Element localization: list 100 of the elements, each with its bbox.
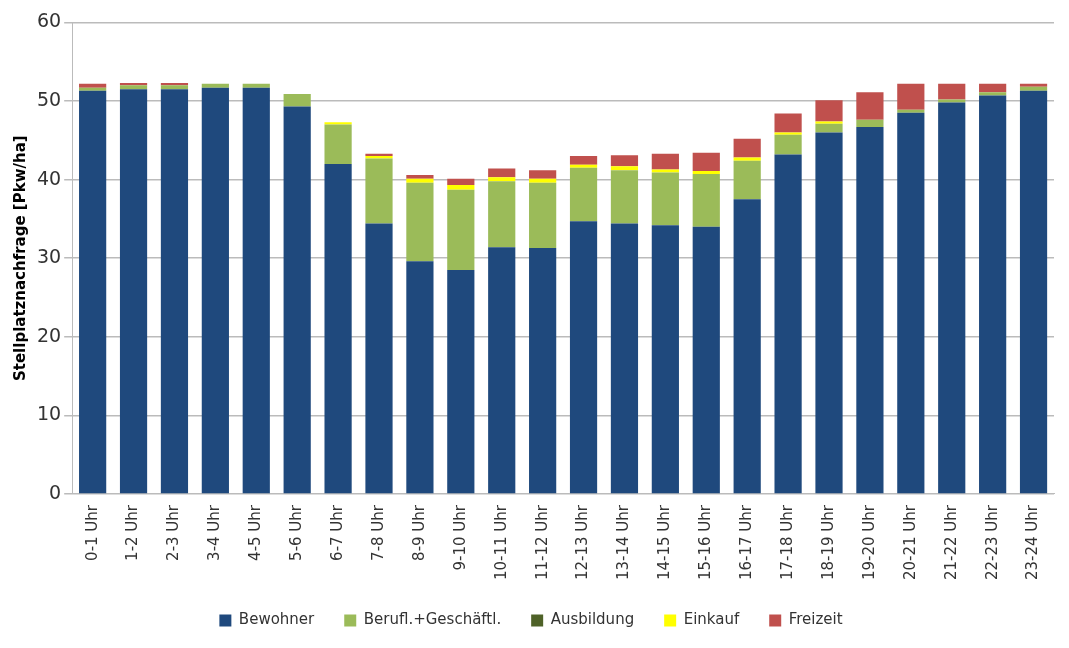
bar bbox=[406, 182, 434, 262]
bar bbox=[201, 87, 229, 494]
bar bbox=[651, 169, 679, 173]
y-tick-label: 30 bbox=[36, 245, 62, 268]
x-tick-label: 12-13 Uhr bbox=[573, 504, 592, 581]
x-tick-label: 4-5 Uhr bbox=[246, 504, 265, 561]
bar bbox=[938, 99, 966, 103]
bar bbox=[529, 247, 557, 494]
bar bbox=[529, 178, 557, 183]
bar bbox=[406, 174, 434, 179]
x-tick-label: 9-10 Uhr bbox=[450, 504, 469, 571]
bar bbox=[897, 83, 925, 110]
bar bbox=[324, 163, 352, 494]
legend-label: Bewohner bbox=[238, 610, 316, 629]
x-tick-label: 0-1 Uhr bbox=[82, 504, 101, 561]
bar bbox=[119, 89, 148, 494]
y-tick-label: 20 bbox=[36, 323, 62, 346]
bar bbox=[815, 123, 843, 133]
bar bbox=[79, 83, 107, 88]
bar bbox=[365, 158, 393, 224]
bar bbox=[938, 83, 966, 100]
bar bbox=[160, 85, 189, 90]
bar bbox=[488, 168, 516, 178]
x-tick-label: 8-9 Uhr bbox=[409, 504, 428, 561]
x-tick-label: 15-16 Uhr bbox=[696, 504, 715, 581]
x-tick-label: 22-23 Uhr bbox=[982, 504, 1001, 581]
bar bbox=[447, 269, 475, 494]
bar bbox=[79, 90, 107, 494]
bar bbox=[365, 223, 393, 494]
x-tick-label: 7-8 Uhr bbox=[368, 504, 387, 561]
bar bbox=[651, 172, 679, 226]
bar bbox=[774, 113, 802, 133]
bar bbox=[651, 153, 679, 170]
bar bbox=[856, 119, 884, 127]
bar bbox=[201, 83, 229, 88]
bar bbox=[733, 157, 761, 161]
x-tick-label: 20-21 Uhr bbox=[900, 504, 919, 581]
y-tick-label: 60 bbox=[36, 9, 62, 32]
legend-label: Freizeit bbox=[788, 610, 843, 629]
y-tick-label: 0 bbox=[49, 480, 62, 503]
bar bbox=[488, 181, 516, 248]
x-tick-label: 23-24 Uhr bbox=[1023, 504, 1042, 581]
bar bbox=[692, 226, 720, 494]
bar bbox=[815, 121, 843, 124]
bar bbox=[610, 166, 639, 171]
bar bbox=[406, 261, 434, 494]
x-tick-label: 13-14 Uhr bbox=[614, 504, 633, 581]
bar bbox=[733, 160, 761, 200]
x-tick-label: 6-7 Uhr bbox=[327, 504, 346, 561]
bar bbox=[488, 177, 516, 182]
bar bbox=[733, 138, 761, 158]
bar bbox=[1019, 86, 1048, 91]
bar bbox=[610, 223, 639, 494]
x-tick-label: 5-6 Uhr bbox=[287, 504, 306, 561]
x-tick-label: 16-17 Uhr bbox=[737, 504, 756, 581]
bar bbox=[1019, 90, 1048, 494]
bar bbox=[119, 85, 148, 90]
bar bbox=[324, 122, 352, 125]
bar bbox=[733, 199, 761, 494]
bar bbox=[774, 134, 802, 155]
bar bbox=[897, 112, 925, 494]
bar bbox=[488, 247, 516, 494]
bar bbox=[692, 170, 720, 175]
legend-label: Berufl.+Geschäftl. bbox=[363, 610, 502, 629]
x-tick-label: 11-12 Uhr bbox=[532, 504, 551, 581]
legend-label: Ausbildung bbox=[550, 610, 635, 629]
bar bbox=[1019, 83, 1048, 87]
y-tick-label: 10 bbox=[36, 402, 62, 425]
bar bbox=[529, 182, 557, 248]
bar bbox=[610, 170, 639, 224]
bar bbox=[324, 124, 352, 164]
x-tick-label: 19-20 Uhr bbox=[859, 504, 878, 581]
bar bbox=[979, 92, 1007, 96]
bar bbox=[692, 174, 720, 227]
bar bbox=[569, 167, 598, 222]
bar bbox=[283, 106, 311, 494]
bar bbox=[569, 164, 598, 168]
bar bbox=[569, 156, 598, 165]
bar bbox=[979, 95, 1007, 494]
bar bbox=[447, 189, 475, 270]
x-tick-label: 21-22 Uhr bbox=[941, 504, 960, 581]
x-tick-label: 18-19 Uhr bbox=[818, 504, 837, 581]
bar bbox=[815, 132, 843, 494]
x-tick-label: 14-15 Uhr bbox=[655, 504, 674, 581]
bar bbox=[897, 109, 925, 113]
bar bbox=[856, 126, 884, 494]
y-tick-label: 40 bbox=[36, 166, 62, 189]
bar bbox=[979, 83, 1007, 93]
x-tick-label: 2-3 Uhr bbox=[164, 504, 183, 561]
x-tick-label: 10-11 Uhr bbox=[491, 504, 510, 581]
bar bbox=[692, 152, 720, 171]
bar bbox=[283, 93, 311, 107]
y-axis-title: Stellplatznachfrage [Pkw/ha] bbox=[10, 135, 29, 382]
bar bbox=[569, 221, 598, 494]
bar bbox=[242, 87, 270, 494]
bar bbox=[651, 225, 679, 494]
bar bbox=[815, 100, 843, 122]
bar bbox=[79, 87, 107, 91]
x-tick-label: 17-18 Uhr bbox=[777, 504, 796, 581]
bar bbox=[856, 92, 884, 120]
